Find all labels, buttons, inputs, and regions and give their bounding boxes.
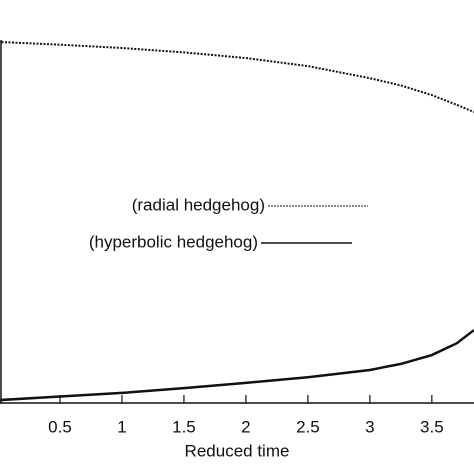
legend-label: (hyperbolic hedgehog) — [89, 232, 258, 251]
x-tick-label: 1 — [117, 417, 126, 436]
x-tick-label: 2 — [241, 417, 250, 436]
x-tick-label: 3.5 — [420, 417, 444, 436]
x-tick-label: 0.5 — [48, 417, 72, 436]
series-line — [0, 329, 474, 402]
x-tick-label: 3 — [365, 417, 374, 436]
legend-label: (radial hedgehog) — [132, 195, 265, 214]
x-tick-label: 1.5 — [172, 417, 196, 436]
x-tick-label: 2.5 — [296, 417, 320, 436]
x-axis-label: Reduced time — [185, 441, 290, 460]
series-line — [0, 41, 474, 113]
